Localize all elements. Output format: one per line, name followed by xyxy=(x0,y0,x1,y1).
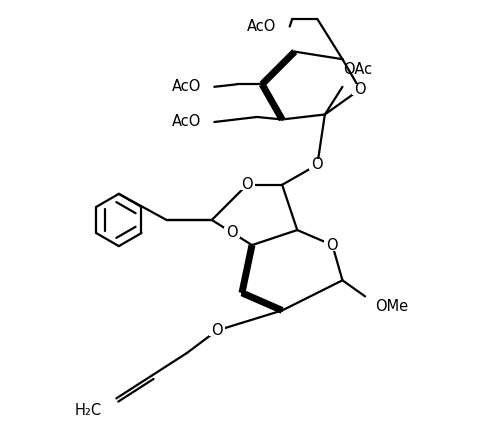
Bar xyxy=(239,179,255,190)
Text: H₂C: H₂C xyxy=(75,404,102,418)
Bar xyxy=(352,84,368,95)
Text: O: O xyxy=(311,157,323,172)
Bar xyxy=(325,239,340,251)
Text: OAc: OAc xyxy=(343,62,372,77)
Text: O: O xyxy=(327,238,338,253)
Bar xyxy=(224,227,240,238)
Bar xyxy=(309,159,326,170)
Text: OMe: OMe xyxy=(375,299,408,314)
Text: O: O xyxy=(226,225,238,240)
Text: AcO: AcO xyxy=(172,114,202,129)
Text: O: O xyxy=(241,177,253,192)
Bar xyxy=(209,325,225,336)
Text: AcO: AcO xyxy=(172,79,202,94)
Text: O: O xyxy=(211,323,223,338)
Text: O: O xyxy=(354,82,366,97)
Text: AcO: AcO xyxy=(247,19,277,34)
